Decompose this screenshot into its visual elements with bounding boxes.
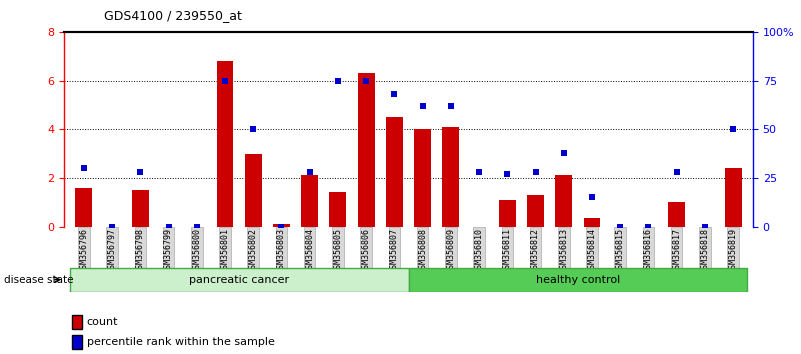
Point [445, 103, 457, 109]
Bar [301, 176, 318, 227]
Bar [555, 176, 572, 227]
Bar [329, 193, 346, 227]
Point [219, 78, 231, 84]
Bar [245, 154, 262, 227]
Point [529, 169, 542, 175]
Point [670, 169, 683, 175]
Point [275, 224, 288, 229]
Point [614, 224, 626, 229]
Bar [132, 190, 149, 227]
Point [501, 171, 513, 177]
Bar [358, 73, 375, 227]
Point [557, 150, 570, 155]
Bar [75, 188, 92, 227]
Point [727, 126, 739, 132]
Text: GDS4100 / 239550_at: GDS4100 / 239550_at [104, 9, 242, 22]
Bar [725, 168, 742, 227]
Point [642, 224, 655, 229]
Point [304, 169, 316, 175]
Point [417, 103, 429, 109]
Point [134, 169, 147, 175]
Bar [273, 224, 290, 227]
Point [247, 126, 260, 132]
Point [473, 169, 485, 175]
Point [360, 78, 372, 84]
Bar [70, 268, 409, 292]
Bar [409, 268, 747, 292]
Bar [668, 202, 685, 227]
Text: disease state: disease state [4, 275, 74, 285]
Point [106, 224, 119, 229]
Bar [499, 200, 516, 227]
Point [388, 91, 400, 97]
Text: count: count [87, 317, 118, 327]
Bar [527, 195, 544, 227]
Bar [414, 129, 431, 227]
Point [162, 224, 175, 229]
Point [586, 195, 598, 200]
Point [191, 224, 203, 229]
Bar [442, 127, 459, 227]
Bar [216, 61, 233, 227]
Text: healthy control: healthy control [536, 275, 620, 285]
Point [78, 165, 91, 171]
Text: percentile rank within the sample: percentile rank within the sample [87, 337, 275, 347]
Text: pancreatic cancer: pancreatic cancer [189, 275, 289, 285]
Bar [584, 218, 601, 227]
Bar [386, 117, 403, 227]
Point [698, 224, 711, 229]
Point [332, 78, 344, 84]
